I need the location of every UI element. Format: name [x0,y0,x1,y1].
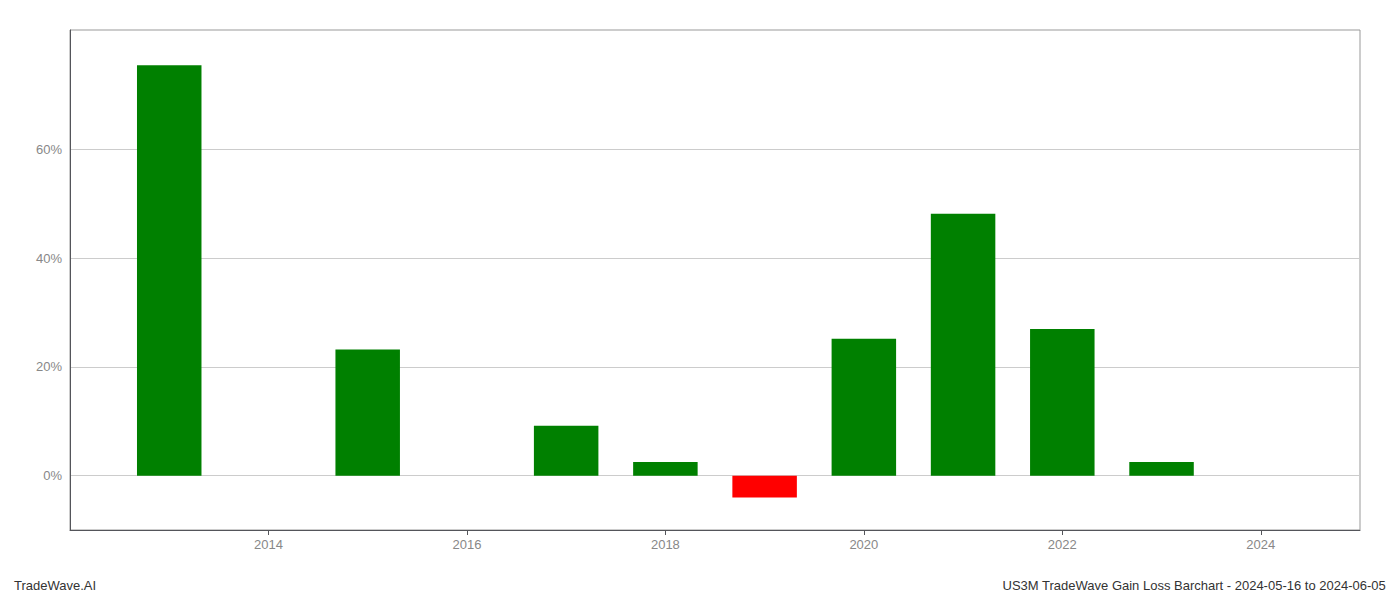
svg-text:2014: 2014 [254,537,283,552]
svg-text:2020: 2020 [849,537,878,552]
svg-text:2022: 2022 [1048,537,1077,552]
svg-text:0%: 0% [43,468,62,483]
svg-text:TradeWave.AI: TradeWave.AI [14,578,96,593]
svg-text:60%: 60% [36,142,62,157]
svg-text:2016: 2016 [452,537,481,552]
svg-text:2018: 2018 [651,537,680,552]
svg-text:40%: 40% [36,251,62,266]
svg-text:2024: 2024 [1246,537,1275,552]
svg-text:US3M TradeWave Gain Loss Barch: US3M TradeWave Gain Loss Barchart - 2024… [1003,578,1386,593]
svg-text:20%: 20% [36,359,62,374]
